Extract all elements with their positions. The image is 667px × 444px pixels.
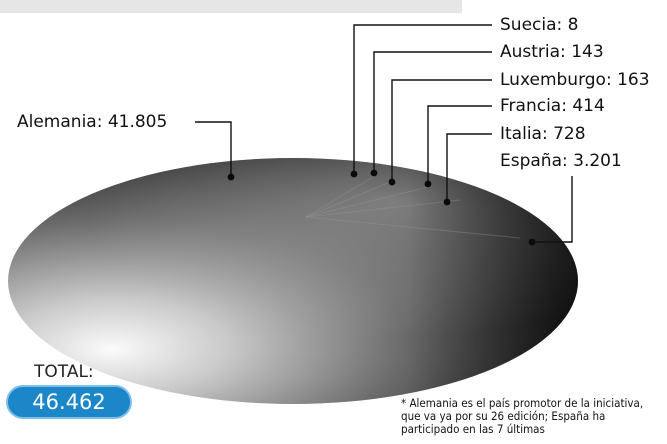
leader-line-alemania <box>195 121 232 177</box>
total-value-badge: 46.462 <box>6 385 132 419</box>
slice-divider-1 <box>305 179 396 218</box>
slice-divider-3 <box>305 199 461 218</box>
pie-rim-shade <box>8 158 578 404</box>
slice-label-suecia: Suecia: 8 <box>500 15 578 35</box>
slice-divider-4 <box>305 216 521 239</box>
leader-line-suecia <box>353 24 492 174</box>
slice-marker-italia <box>443 198 451 206</box>
slice-label-francia: Francia: 414 <box>500 96 605 116</box>
leader-line-francia <box>427 105 492 184</box>
slice-label-luxemburgo: Luxemburgo: 163 <box>500 70 650 90</box>
slice-marker-luxemburgo <box>388 178 396 186</box>
total-label: TOTAL: <box>34 362 94 382</box>
slice-divider-0 <box>305 173 379 218</box>
leader-line-espana <box>532 176 573 243</box>
slice-label-austria: Austria: 143 <box>500 42 604 62</box>
slice-divider-2 <box>305 185 433 218</box>
leader-line-luxemburgo <box>391 79 492 182</box>
slice-label-italia: Italia: 728 <box>500 124 586 144</box>
total-value: 46.462 <box>32 390 106 414</box>
slice-marker-suecia <box>350 170 358 178</box>
slice-label-espana: España: 3.201 <box>500 151 622 171</box>
slice-marker-alemania <box>227 173 235 181</box>
footnote: * Alemania es el país promotor de la ini… <box>401 396 644 436</box>
slice-marker-francia <box>424 180 432 188</box>
slice-label-alemania: Alemania: 41.805 <box>17 112 167 132</box>
slice-marker-espana <box>528 238 536 246</box>
leader-line-italia <box>446 133 492 202</box>
header-strip <box>0 0 462 13</box>
slice-marker-austria <box>370 169 378 177</box>
leader-line-austria <box>373 51 492 173</box>
